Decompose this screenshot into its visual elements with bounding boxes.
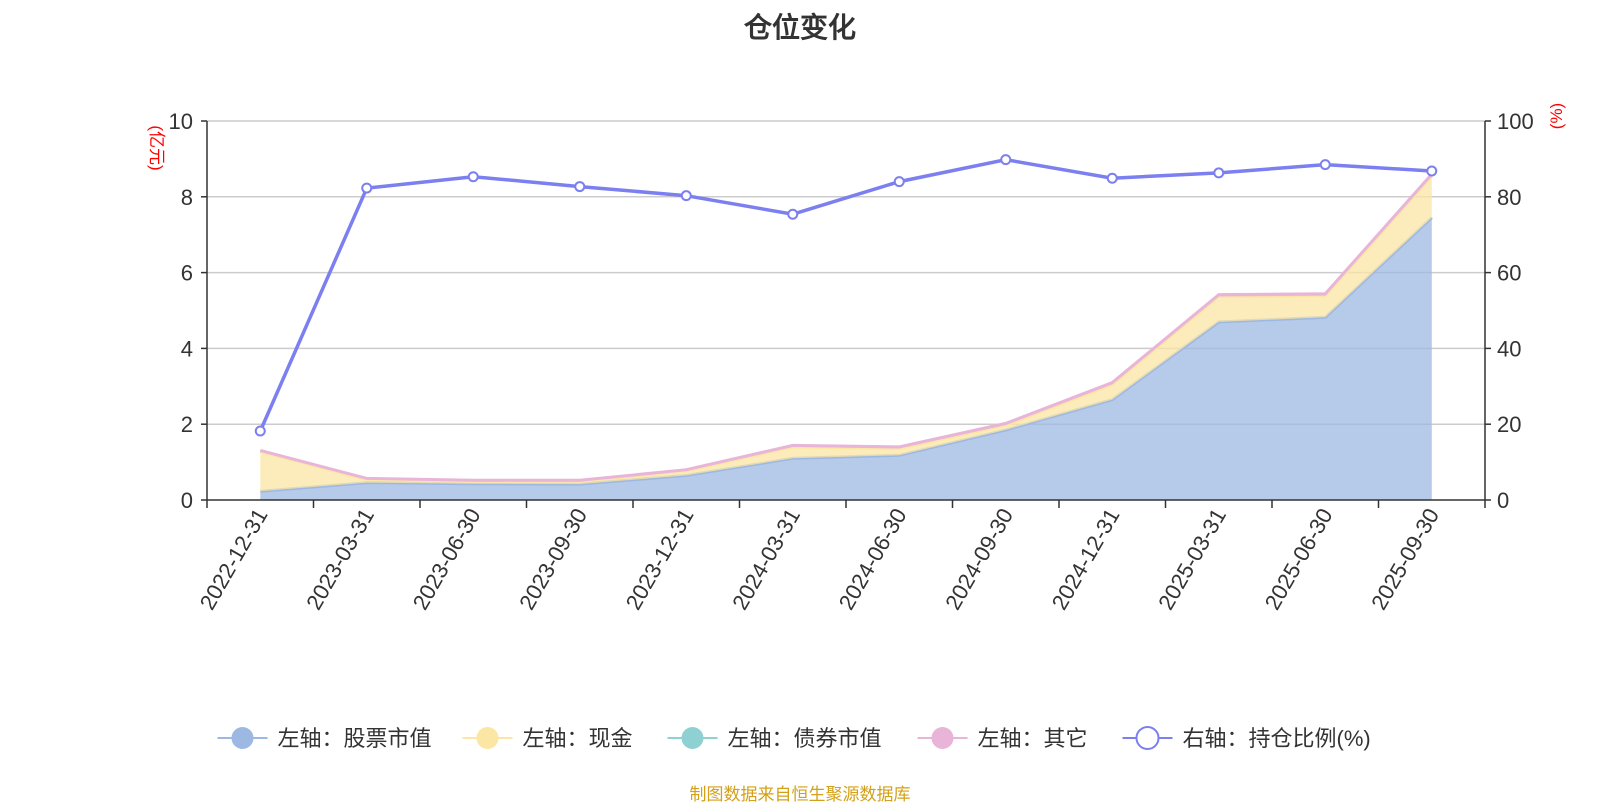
right-axis-unit: (%) — [1547, 103, 1566, 129]
legend-label: 左轴：其它 — [978, 726, 1088, 751]
right-axis-tick-label: 100 — [1497, 109, 1534, 134]
right-axis-tick-label: 0 — [1497, 488, 1509, 513]
left-axis-tick-label: 4 — [181, 336, 193, 361]
left-axis-tick-label: 8 — [181, 185, 193, 210]
legend-item[interactable]: 右轴：持仓比例(%) — [1122, 726, 1371, 751]
x-axis-tick-label: 2023-12-31 — [621, 504, 699, 614]
right-axis-tick-label: 20 — [1497, 412, 1521, 437]
right-axis-tick-label: 80 — [1497, 185, 1521, 210]
left-axis-tick-label: 6 — [181, 261, 193, 286]
area-左轴：现金 — [260, 176, 1432, 492]
legend-marker — [231, 727, 254, 749]
legend-item[interactable]: 左轴：债券市值 — [667, 726, 882, 751]
ratio-point — [467, 171, 479, 183]
left-axis-tick-label: 0 — [181, 488, 193, 513]
legend-marker — [476, 727, 499, 749]
x-axis-tick-label: 2025-03-31 — [1153, 504, 1231, 614]
legend-item[interactable]: 左轴：现金 — [462, 726, 633, 751]
x-axis-tick-label: 2024-03-31 — [727, 504, 805, 614]
ratio-point — [1319, 159, 1331, 171]
x-axis-tick-label: 2024-09-30 — [940, 504, 1018, 614]
right-axis-tick-label: 60 — [1497, 261, 1521, 286]
ratio-point — [1106, 172, 1118, 184]
x-axis-tick-label: 2025-09-30 — [1366, 504, 1444, 614]
stacked-area-layer — [259, 173, 1433, 500]
ratio-point — [361, 182, 373, 194]
x-axis-tick-label: 2024-12-31 — [1047, 504, 1125, 614]
legend-item[interactable]: 左轴：股票市值 — [217, 726, 432, 751]
ratio-line — [258, 157, 1432, 432]
ratio-point — [1213, 167, 1225, 179]
x-axis-tick-label: 2023-03-31 — [301, 504, 379, 614]
left-axis-tick-label: 10 — [169, 109, 193, 134]
area-edge-左轴：其它 — [259, 173, 1433, 482]
x-axis-tick-label: 2025-06-30 — [1260, 504, 1338, 614]
legend-label: 右轴：持仓比例(%) — [1183, 726, 1371, 751]
ratio-point — [574, 181, 586, 193]
ratio-point — [787, 208, 799, 220]
ratio-point — [893, 176, 905, 188]
area-左轴：股票市值 — [260, 217, 1432, 500]
ratio-point — [254, 425, 266, 437]
x-axis-tick-label: 2023-09-30 — [514, 504, 592, 614]
ratio-line-layer — [254, 154, 1438, 437]
x-axis-tick-label: 2024-06-30 — [834, 504, 912, 614]
legend-marker — [931, 727, 954, 749]
legend-item[interactable]: 左轴：其它 — [917, 726, 1088, 751]
legend-marker — [681, 727, 704, 749]
left-axis-unit: (亿元) — [147, 125, 166, 170]
x-axis-tick-label: 2023-06-30 — [408, 504, 486, 614]
ratio-point — [1000, 154, 1012, 166]
source-note: 制图数据来自恒生聚源数据库 — [689, 785, 911, 804]
chart-title: 仓位变化 — [743, 12, 856, 43]
legend-label: 左轴：股票市值 — [278, 726, 432, 751]
x-axis-tick-label: 2022-12-31 — [195, 504, 273, 614]
ratio-point — [680, 190, 692, 202]
legend-label: 左轴：现金 — [523, 726, 633, 751]
left-axis-tick-label: 2 — [181, 412, 193, 437]
legend: 左轴：股票市值 左轴：现金 左轴：债券市值 左轴：其它 右轴：持仓比例(%) — [217, 726, 1371, 751]
legend-marker — [1135, 726, 1160, 750]
right-axis-tick-label: 40 — [1497, 336, 1521, 361]
legend-label: 左轴：债券市值 — [728, 726, 882, 751]
ratio-point — [1426, 165, 1438, 177]
